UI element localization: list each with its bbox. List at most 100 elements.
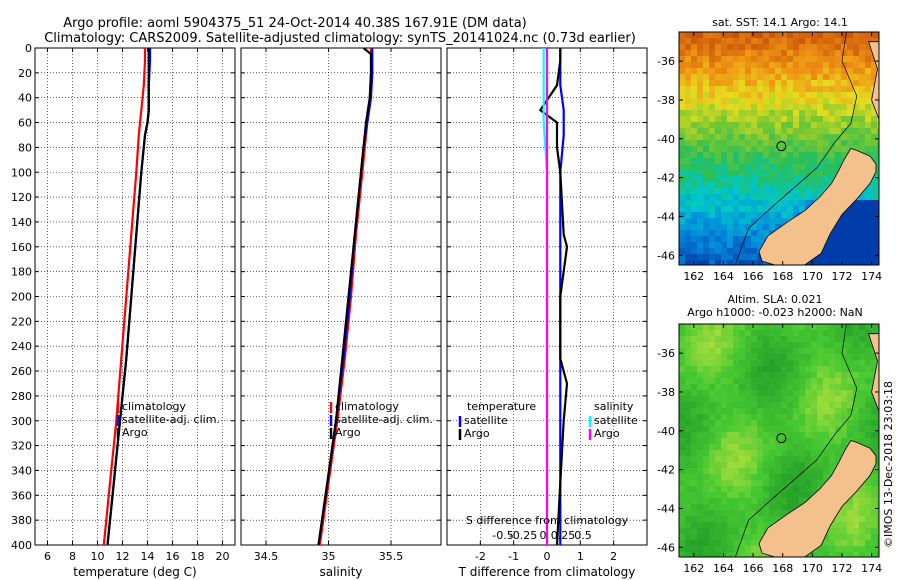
map-cell <box>685 396 691 402</box>
map-cell <box>697 504 703 510</box>
map-cell <box>763 372 769 378</box>
map-cell <box>727 366 733 372</box>
map-cell <box>745 188 751 194</box>
map-cell <box>799 474 805 480</box>
map-cell <box>775 516 781 522</box>
map-cell <box>775 354 781 360</box>
map-cell <box>709 182 715 188</box>
map-cell <box>805 354 811 360</box>
map-cell <box>745 206 751 212</box>
map-cell <box>835 146 841 152</box>
map-cell <box>757 140 763 146</box>
map-cell <box>685 92 691 98</box>
map-cell <box>697 38 703 44</box>
map-cell <box>817 480 823 486</box>
map-cell <box>721 330 727 336</box>
map-cell <box>697 396 703 402</box>
map-cell <box>751 450 757 456</box>
map-cell <box>841 242 847 248</box>
map-cell <box>799 396 805 402</box>
map-cell <box>739 68 745 74</box>
map-cell <box>685 456 691 462</box>
map-cell <box>775 414 781 420</box>
map-cell <box>799 32 805 38</box>
map-cell <box>691 360 697 366</box>
map-cell <box>805 396 811 402</box>
map-cell <box>859 242 865 248</box>
map-cell <box>811 74 817 80</box>
map-y-tick-label: -44 <box>657 210 675 223</box>
map-cell <box>691 432 697 438</box>
map-cell <box>769 212 775 218</box>
map-cell <box>751 56 757 62</box>
map-cell <box>835 540 841 546</box>
map-cell <box>865 402 871 408</box>
map-cell <box>775 480 781 486</box>
map-cell <box>787 152 793 158</box>
map-cell <box>757 92 763 98</box>
map-cell <box>769 104 775 110</box>
map-cell <box>817 330 823 336</box>
map-cell <box>715 206 721 212</box>
map-cell <box>751 546 757 552</box>
map-cell <box>685 402 691 408</box>
map-cell <box>787 212 793 218</box>
map-cell <box>691 110 697 116</box>
map-cell <box>787 158 793 164</box>
map-cell <box>775 468 781 474</box>
map-cell <box>745 492 751 498</box>
map-cell <box>841 342 847 348</box>
map-cell <box>805 158 811 164</box>
map-cell <box>727 516 733 522</box>
x-tick-label: 16 <box>166 550 180 563</box>
map-cell <box>769 372 775 378</box>
series-line-temperature-satellite <box>559 48 565 545</box>
map-cell <box>751 444 757 450</box>
map-cell <box>835 32 841 38</box>
map-cell <box>745 426 751 432</box>
map-cell <box>775 420 781 426</box>
map-cell <box>847 438 853 444</box>
map-cell <box>685 218 691 224</box>
map-cell <box>733 80 739 86</box>
map-cell <box>865 522 871 528</box>
map-cell <box>751 254 757 260</box>
map-cell <box>727 122 733 128</box>
map-cell <box>685 194 691 200</box>
map-cell <box>763 56 769 62</box>
map-cell <box>829 254 835 260</box>
map-cell <box>859 98 865 104</box>
map-cell <box>799 414 805 420</box>
map-cell <box>769 420 775 426</box>
map-cell <box>727 38 733 44</box>
map-cell <box>679 474 685 480</box>
map-cell <box>751 468 757 474</box>
map-cell <box>709 450 715 456</box>
map-cell <box>715 504 721 510</box>
map-cell <box>859 330 865 336</box>
map-y-tick-label: -36 <box>657 55 675 68</box>
x-tick-label: 0 <box>544 550 551 563</box>
map-cell <box>721 540 727 546</box>
map-cell <box>769 176 775 182</box>
map-cell <box>841 92 847 98</box>
map-cell <box>745 230 751 236</box>
map-cell <box>769 402 775 408</box>
map-cell <box>769 44 775 50</box>
map-cell <box>721 552 727 557</box>
map-cell <box>721 170 727 176</box>
map-cell <box>871 224 877 230</box>
map-cell <box>769 182 775 188</box>
map-cell <box>697 516 703 522</box>
map-cell <box>859 522 865 528</box>
map-cell <box>685 468 691 474</box>
map-y-tick-label: -42 <box>657 172 675 185</box>
map-cell <box>697 188 703 194</box>
map-cell <box>745 62 751 68</box>
map-cell <box>775 32 781 38</box>
map-cell <box>841 396 847 402</box>
map-cell <box>841 134 847 140</box>
map-cell <box>703 74 709 80</box>
map-cell <box>799 480 805 486</box>
map-cell <box>685 528 691 534</box>
